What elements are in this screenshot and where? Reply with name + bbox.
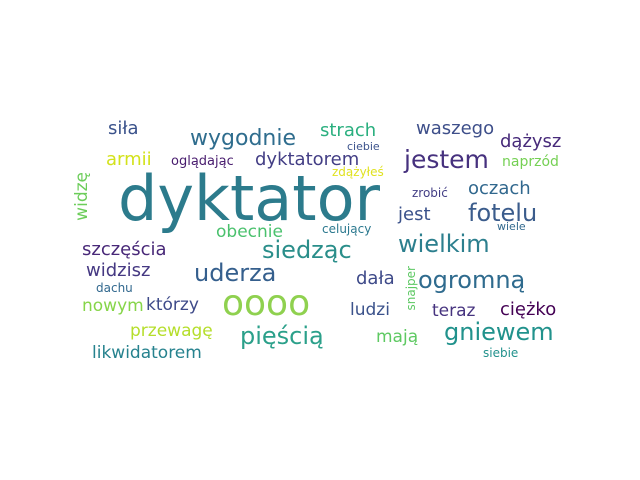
cloud-word: oooo [222, 283, 311, 324]
cloud-word: fotelu [468, 199, 538, 227]
cloud-word: likwidatorem [92, 343, 202, 363]
cloud-word: szczęścia [82, 239, 167, 260]
cloud-word: wiele [497, 220, 526, 233]
cloud-word: ciebie [347, 140, 380, 153]
cloud-word: oczach [468, 178, 531, 199]
cloud-word: uderza [194, 259, 277, 287]
cloud-word: dała [356, 268, 395, 289]
cloud-word: teraz [432, 301, 476, 321]
cloud-word: jest [398, 204, 431, 225]
cloud-word: gniewem [444, 318, 554, 346]
cloud-word: wygodnie [190, 126, 296, 151]
cloud-word: widzisz [86, 260, 151, 281]
cloud-word: widzę [72, 172, 92, 221]
cloud-word: waszego [416, 118, 495, 139]
cloud-word: zdążyłeś [332, 165, 384, 179]
cloud-word: siedząc [262, 236, 352, 264]
cloud-word: dyktator [118, 162, 380, 235]
cloud-word: ludzi [350, 300, 390, 320]
cloud-word: snajper [404, 266, 418, 311]
cloud-word: dążysz [500, 131, 562, 152]
cloud-word: którzy [146, 295, 199, 315]
cloud-word: zrobić [412, 186, 448, 200]
cloud-word: nowym [82, 296, 144, 316]
cloud-word: pięścią [240, 322, 324, 350]
cloud-word: dyktatorem [255, 149, 360, 170]
cloud-word: armii [106, 149, 152, 170]
cloud-word: mają [376, 327, 419, 347]
cloud-word: ciężko [500, 299, 557, 320]
cloud-word: siebie [483, 346, 519, 360]
cloud-word: naprzód [502, 154, 559, 170]
cloud-word: strach [320, 120, 377, 141]
cloud-word: oglądając [171, 154, 234, 169]
cloud-word: ogromną [418, 266, 526, 294]
cloud-word: przewagę [130, 321, 213, 341]
cloud-word: dachu [96, 281, 133, 295]
cloud-word: celujący [322, 222, 372, 236]
cloud-word: wielkim [398, 230, 490, 258]
cloud-word: jestem [404, 145, 489, 174]
cloud-word: obecnie [216, 222, 283, 242]
cloud-word: siła [108, 118, 139, 139]
